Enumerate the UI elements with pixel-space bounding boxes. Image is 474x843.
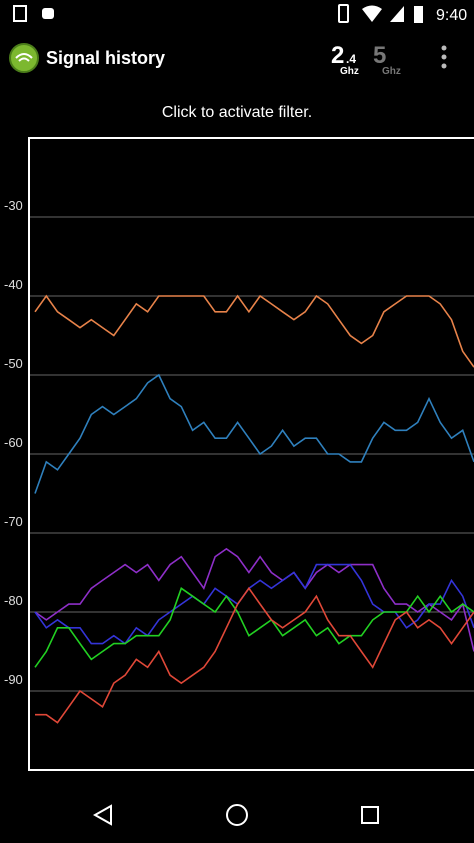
app-title: Signal history — [46, 48, 165, 68]
y-tick-label: -60 — [4, 435, 23, 450]
y-tick-label: -40 — [4, 277, 23, 292]
home-button[interactable] — [226, 804, 248, 826]
chart: -30 -40 -50 -60 -70 -80 -90 — [4, 198, 474, 724]
recents-button[interactable] — [361, 806, 379, 824]
signal-icon — [390, 6, 404, 22]
band-5-big: 5 — [373, 42, 386, 69]
overflow-menu[interactable] — [441, 45, 447, 69]
app-bar: Signal history 2 .4 Ghz 5 Ghz — [9, 42, 447, 77]
band-24-small: .4 — [346, 52, 356, 66]
signal-line — [34, 563, 474, 645]
menu-dot — [441, 54, 447, 60]
app-icon-waves — [15, 53, 33, 62]
status-bar: 9:40 — [13, 4, 467, 24]
filter-hint[interactable]: Click to activate filter. — [162, 104, 312, 121]
clock: 9:40 — [436, 7, 467, 24]
menu-dot — [441, 63, 447, 69]
signal-line — [34, 547, 474, 652]
y-tick-label: -50 — [4, 356, 23, 371]
y-tick-label: -70 — [4, 514, 23, 529]
back-button[interactable] — [92, 804, 112, 826]
y-tick-label: -80 — [4, 593, 23, 608]
vibrate-icon — [338, 4, 349, 23]
wifi-icon — [362, 5, 382, 22]
signal-line — [34, 373, 474, 494]
signal-line — [34, 294, 474, 368]
nav-bar — [92, 804, 379, 826]
menu-dot — [441, 45, 447, 51]
band-5-toggle[interactable]: 5 Ghz — [373, 42, 401, 77]
band-24-big: 2 — [331, 42, 344, 69]
download-icon — [13, 5, 27, 22]
y-tick-label: -90 — [4, 672, 23, 687]
band-24-unit: Ghz — [340, 66, 359, 77]
band-5-unit: Ghz — [382, 66, 401, 77]
signal-line — [35, 586, 474, 724]
band-24-toggle[interactable]: 2 .4 Ghz — [331, 42, 359, 77]
signal-line — [34, 587, 474, 668]
chart-frame — [28, 137, 474, 771]
y-tick-label: -30 — [4, 198, 23, 213]
android-icon — [42, 8, 54, 19]
battery-icon — [414, 6, 423, 23]
